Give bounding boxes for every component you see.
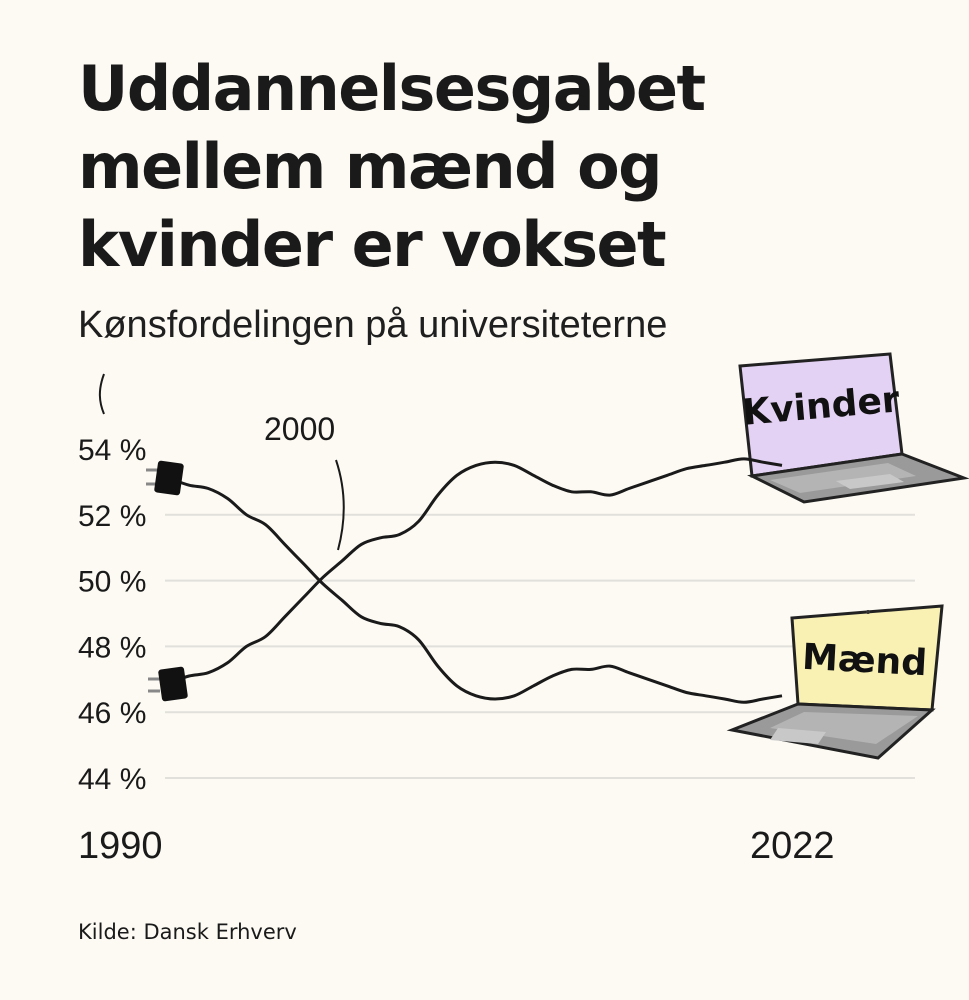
series-lines xyxy=(169,457,783,704)
series-line-kvinder xyxy=(169,457,783,685)
x-tick-label: 1990 xyxy=(78,825,163,867)
y-tick-label: 54 % xyxy=(78,434,146,467)
x-tick-label: 2022 xyxy=(750,825,835,867)
chart-subtitle: Kønsfordelingen på universiteterne xyxy=(78,304,668,346)
x-axis-tick-labels: 1990 2022 xyxy=(78,825,835,867)
source-note: Kilde: Dansk Erhverv xyxy=(78,920,297,944)
y-axis-tick-labels: 54 % 52 % 50 % 48 % 46 % 44 % xyxy=(78,434,146,796)
grid-lines xyxy=(165,513,915,779)
series-line-maend xyxy=(169,477,783,704)
laptop-kvinder-trackpad xyxy=(836,474,904,489)
title-line-3: kvinder er vokset xyxy=(78,208,667,281)
y-tick-label: 44 % xyxy=(78,763,146,796)
laptop-kvinder-icon: Kvinder xyxy=(738,352,969,504)
laptop-maend-label: Mænd xyxy=(801,637,928,684)
y-tick-label: 52 % xyxy=(78,500,146,533)
laptop-maend-keyboard xyxy=(770,712,918,744)
plug-kvinder-icon xyxy=(148,666,188,702)
title-line-2: mellem mænd og xyxy=(78,130,663,203)
annotation-2000-label: 2000 xyxy=(264,411,335,447)
y-tick-label: 50 % xyxy=(78,566,146,599)
laptop-maend-trackpad xyxy=(770,728,826,744)
laptop-maend-camera xyxy=(866,610,870,614)
laptop-maend-icon: Mænd xyxy=(726,604,944,760)
annotation-2000-pointer xyxy=(335,459,345,551)
y-tick-label: 48 % xyxy=(78,631,146,664)
laptop-kvinder-keyboard xyxy=(770,463,916,493)
chart-title: Uddannelsesgabet mellem mænd og kvinder … xyxy=(78,50,838,284)
plug-maend-icon xyxy=(146,460,184,496)
title-line-1: Uddannelsesgabet xyxy=(78,52,706,125)
y-tick-label: 46 % xyxy=(78,697,146,730)
subtitle-pointer xyxy=(98,373,105,415)
